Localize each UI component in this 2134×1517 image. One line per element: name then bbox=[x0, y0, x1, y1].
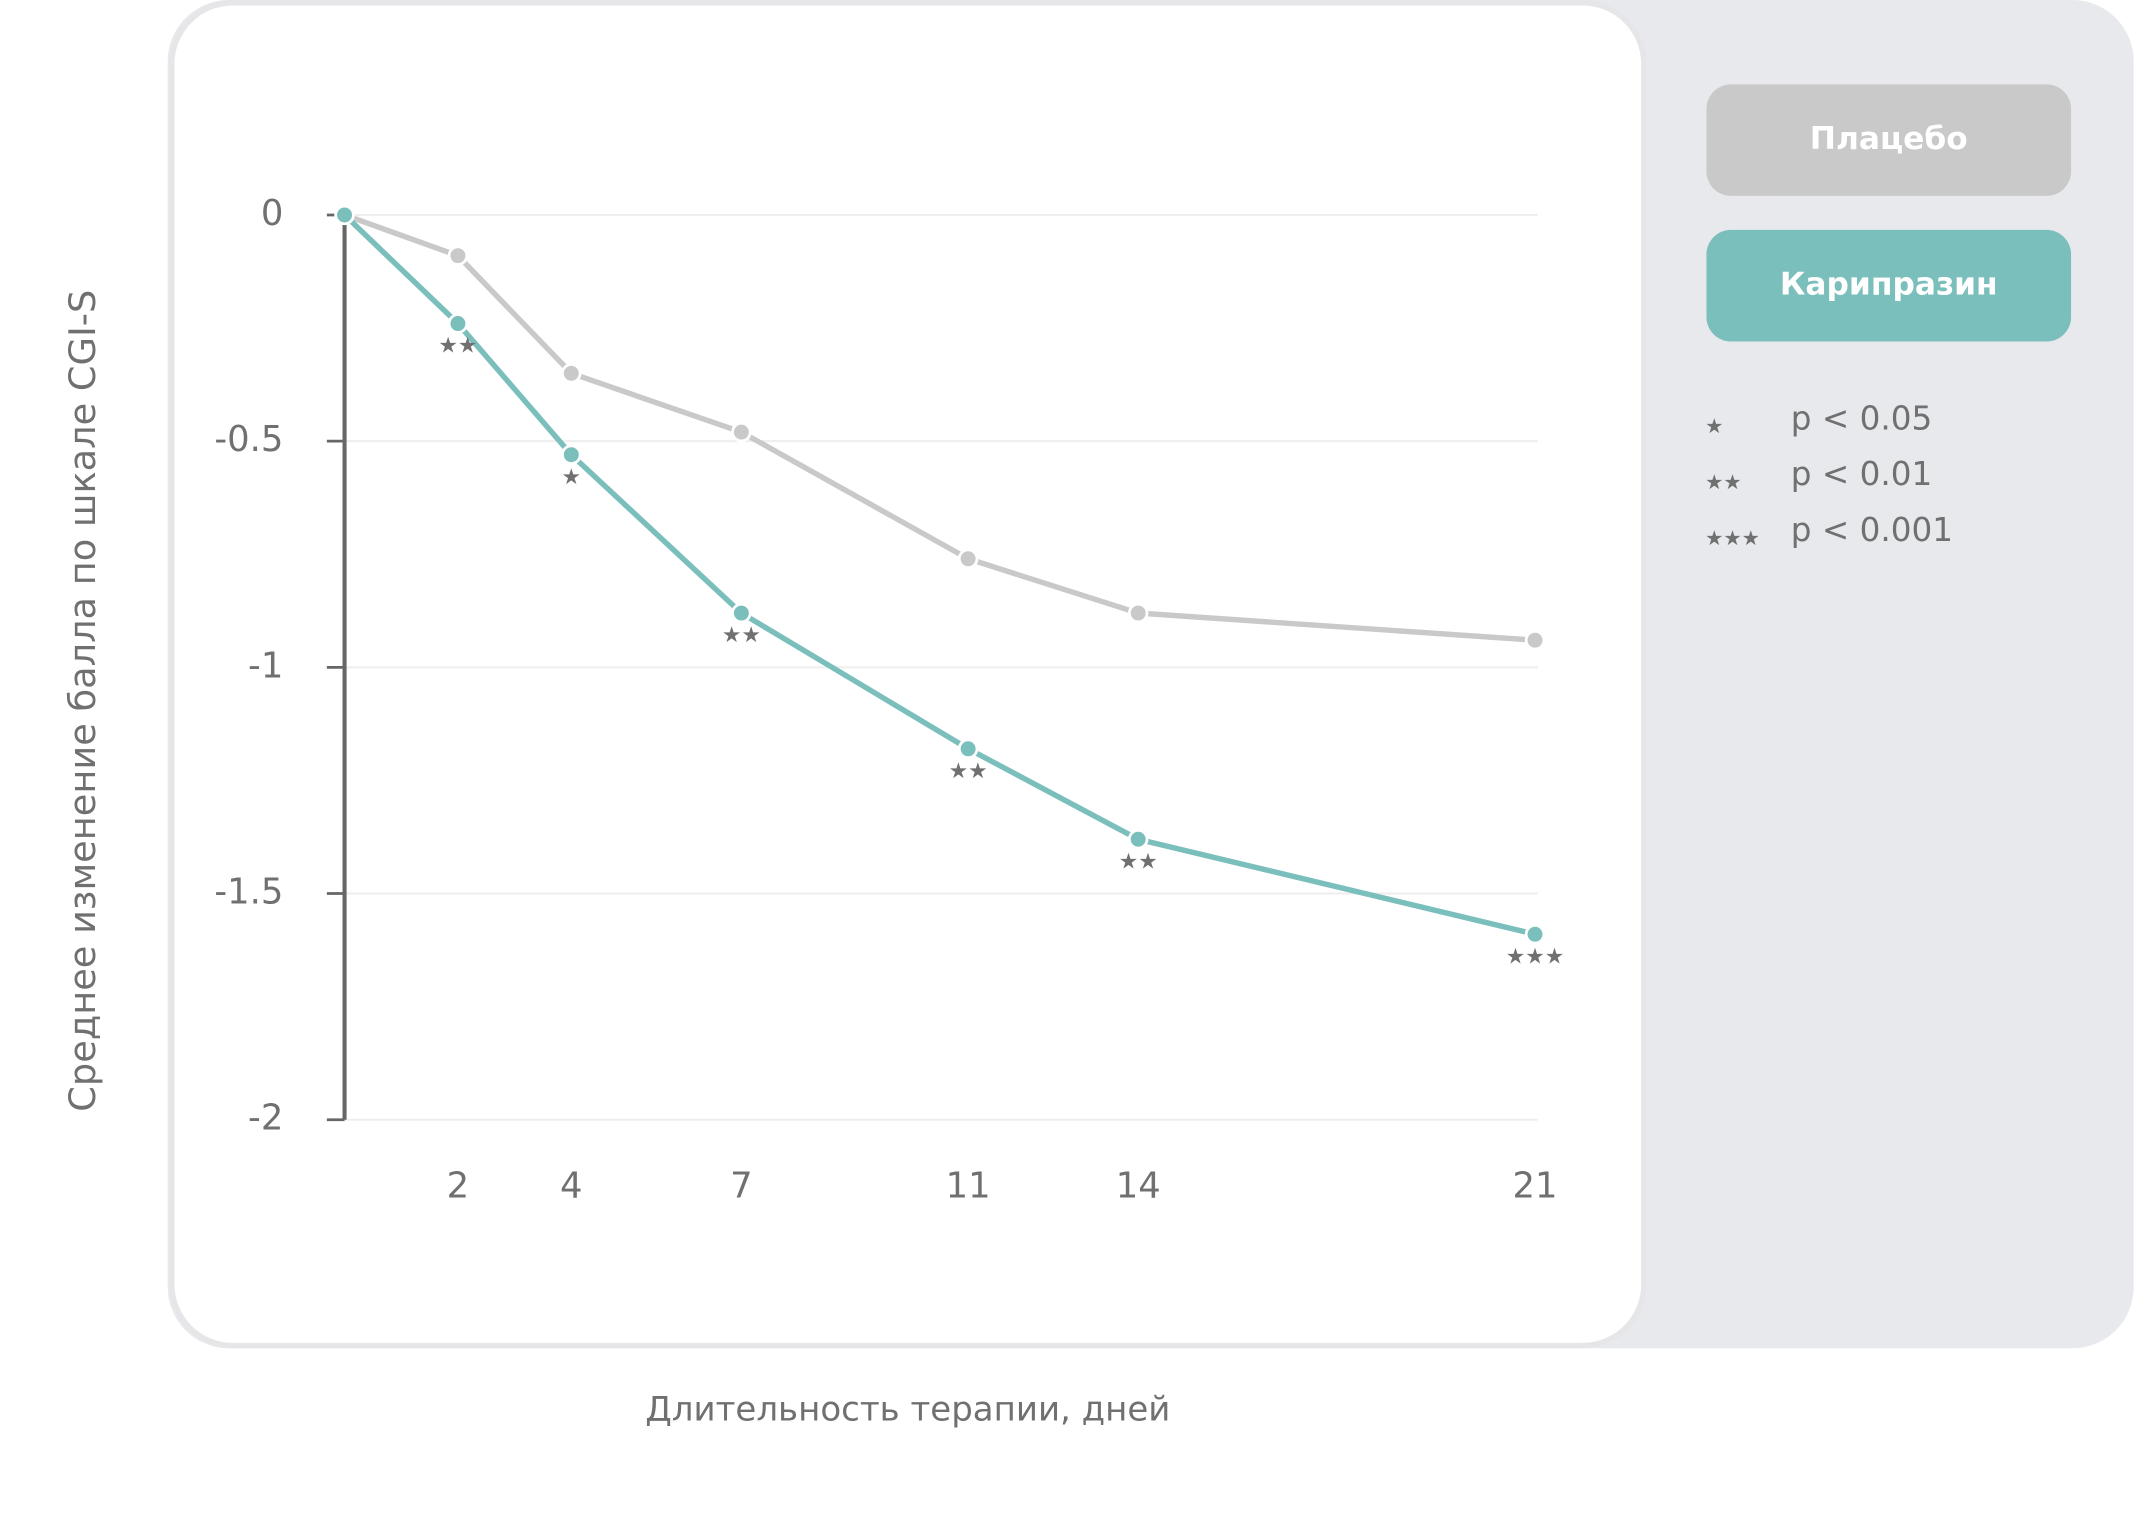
significance-label: ★★ bbox=[949, 759, 988, 784]
data-point bbox=[447, 313, 469, 334]
data-point bbox=[561, 363, 582, 384]
data-point bbox=[957, 548, 979, 569]
significance-label: ★ bbox=[562, 465, 581, 490]
y-tick-label: 0 bbox=[261, 193, 284, 234]
y-tick-label: -1.5 bbox=[214, 872, 283, 913]
significance-text: p < 0.001 bbox=[1791, 511, 1953, 549]
significance-symbol: ★ bbox=[1705, 414, 1723, 438]
significance-symbol: ★★★ bbox=[1705, 526, 1760, 550]
data-point bbox=[1524, 629, 1546, 651]
significance-symbol: ★★ bbox=[1705, 470, 1742, 494]
data-point bbox=[731, 421, 752, 443]
data-point bbox=[561, 444, 582, 465]
data-point bbox=[1127, 829, 1149, 850]
legend-button[interactable]: Карипразин bbox=[1706, 229, 2072, 342]
significance-text: p < 0.01 bbox=[1791, 455, 1933, 493]
x-tick-label: 11 bbox=[946, 1166, 991, 1207]
y-tick-label: -2 bbox=[248, 1098, 283, 1139]
x-axis-label: Длительность терапии, дней bbox=[645, 1389, 1170, 1429]
y-tick-label: -1 bbox=[248, 645, 283, 686]
y-tick-label: -0.5 bbox=[214, 419, 283, 460]
significance-label: ★★ bbox=[722, 623, 761, 648]
x-tick-label: 21 bbox=[1513, 1166, 1558, 1207]
legend-label: Карипразин bbox=[1780, 267, 1998, 303]
legend-button-bg bbox=[1706, 84, 2072, 196]
x-tick-label: 7 bbox=[730, 1166, 753, 1207]
x-tick-label: 2 bbox=[447, 1166, 470, 1207]
legend-button-bg bbox=[1706, 229, 2072, 342]
x-tick-label: 14 bbox=[1116, 1166, 1161, 1207]
significance-label: ★★★ bbox=[1506, 944, 1565, 969]
data-point bbox=[1524, 924, 1546, 945]
significance-label: ★★ bbox=[1119, 849, 1158, 874]
chart-card bbox=[169, 0, 1647, 1349]
data-point bbox=[1127, 602, 1149, 624]
data-point bbox=[447, 245, 469, 266]
data-point bbox=[957, 738, 979, 759]
significance-label: ★★ bbox=[438, 334, 477, 359]
significance-text: p < 0.05 bbox=[1791, 399, 1933, 437]
y-axis-label: Среднее изменение балла по шкале CGI-S bbox=[61, 290, 104, 1112]
legend-label: Плацебо bbox=[1810, 121, 1968, 157]
legend-button[interactable]: Плацебо bbox=[1706, 84, 2072, 196]
data-point bbox=[731, 602, 752, 624]
data-point bbox=[334, 204, 355, 226]
x-tick-label: 4 bbox=[560, 1166, 582, 1207]
